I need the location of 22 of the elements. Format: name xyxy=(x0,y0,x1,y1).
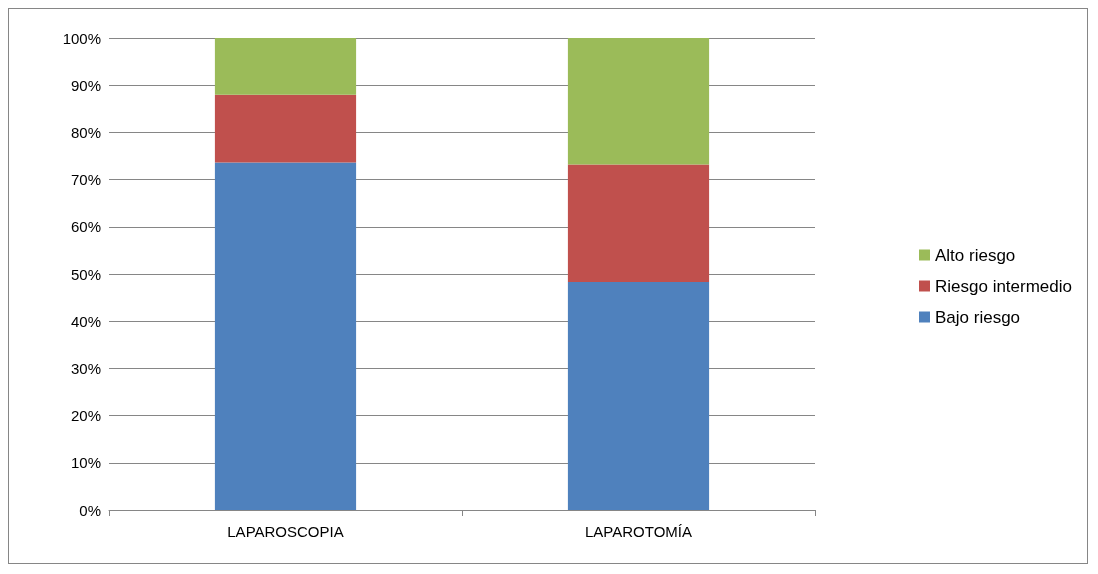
y-tick-label: 100% xyxy=(62,29,101,47)
y-tick-label: 80% xyxy=(70,123,101,141)
bar xyxy=(567,164,710,283)
x-tick-label: LAPAROTOMÍA xyxy=(585,523,692,540)
y-tick-label: 20% xyxy=(70,407,101,425)
bar xyxy=(214,162,357,510)
bar xyxy=(567,282,710,510)
x-tick-label: LAPAROSCOPIA xyxy=(227,523,344,540)
bar xyxy=(214,38,357,95)
legend-label: Riesgo intermedio xyxy=(934,276,1072,296)
y-tick-label: 30% xyxy=(70,359,101,377)
y-tick-label: 50% xyxy=(70,265,101,283)
legend-label: Bajo riesgo xyxy=(934,307,1021,327)
y-tick-label: 70% xyxy=(70,171,101,189)
y-tick-label: 60% xyxy=(70,218,101,236)
bar xyxy=(567,38,710,165)
y-tick-label: 10% xyxy=(70,454,101,472)
legend-label: Alto riesgo xyxy=(934,245,1016,265)
bar xyxy=(214,94,357,163)
y-tick-label: 40% xyxy=(70,312,101,330)
y-tick-label: 0% xyxy=(79,501,101,519)
y-tick-label: 90% xyxy=(70,76,101,94)
